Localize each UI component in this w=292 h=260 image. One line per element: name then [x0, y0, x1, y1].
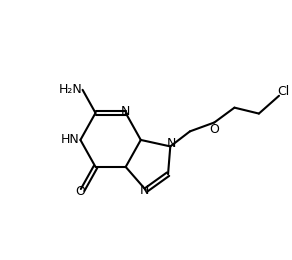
- Text: O: O: [209, 122, 219, 135]
- Text: Cl: Cl: [277, 85, 289, 98]
- Text: N: N: [121, 105, 131, 118]
- Text: N: N: [140, 184, 149, 197]
- Text: H₂N: H₂N: [59, 83, 83, 96]
- Text: O: O: [75, 185, 85, 198]
- Text: N: N: [167, 137, 176, 150]
- Text: HN: HN: [61, 133, 80, 146]
